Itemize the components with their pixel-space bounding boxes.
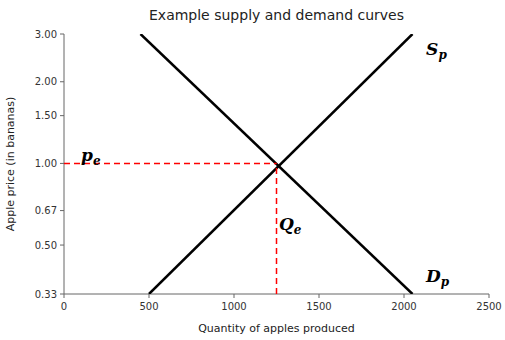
- x-tick-label: 1000: [221, 301, 246, 312]
- x-tick-label: 0: [61, 301, 67, 312]
- y-axis-label: Apple price (in bananas): [4, 97, 17, 232]
- y-tick: [60, 34, 64, 35]
- x-tick: [234, 294, 235, 298]
- y-tick-label: 1.00: [35, 158, 57, 169]
- y-tick: [60, 210, 64, 211]
- annotation: Qe: [279, 214, 302, 237]
- x-tick: [149, 294, 150, 298]
- y-tick-label: 2.00: [35, 76, 57, 87]
- y-tick: [60, 163, 64, 164]
- y-tick: [60, 294, 64, 295]
- x-tick: [404, 294, 405, 298]
- y-tick-label: 0.33: [35, 289, 57, 300]
- x-tick-label: 500: [139, 301, 158, 312]
- x-tick-label: 2500: [476, 301, 501, 312]
- y-tick-label: 0.67: [35, 205, 57, 216]
- annotation: pe: [81, 145, 101, 168]
- chart: Example supply and demand curves 0 500 1000…: [0, 0, 505, 340]
- annotation: Dp: [425, 266, 450, 289]
- y-tick: [60, 245, 64, 246]
- y-tick-label: 0.50: [35, 240, 57, 251]
- equilibrium-line: [276, 163, 278, 294]
- x-tick: [64, 294, 65, 298]
- curve: [141, 34, 413, 294]
- annotation: Sp: [426, 39, 447, 62]
- plot-area: [64, 34, 413, 294]
- y-tick: [60, 115, 64, 116]
- x-tick: [319, 294, 320, 298]
- x-tick-label: 1500: [306, 301, 331, 312]
- y-tick-label: 1.50: [35, 110, 57, 121]
- title: Example supply and demand curves: [149, 7, 404, 23]
- x-axis-label: Quantity of apples produced: [198, 322, 355, 335]
- x-tick: [489, 294, 490, 298]
- y-tick: [60, 81, 64, 82]
- y-tick-label: 3.00: [35, 29, 57, 40]
- x-tick-label: 2000: [391, 301, 416, 312]
